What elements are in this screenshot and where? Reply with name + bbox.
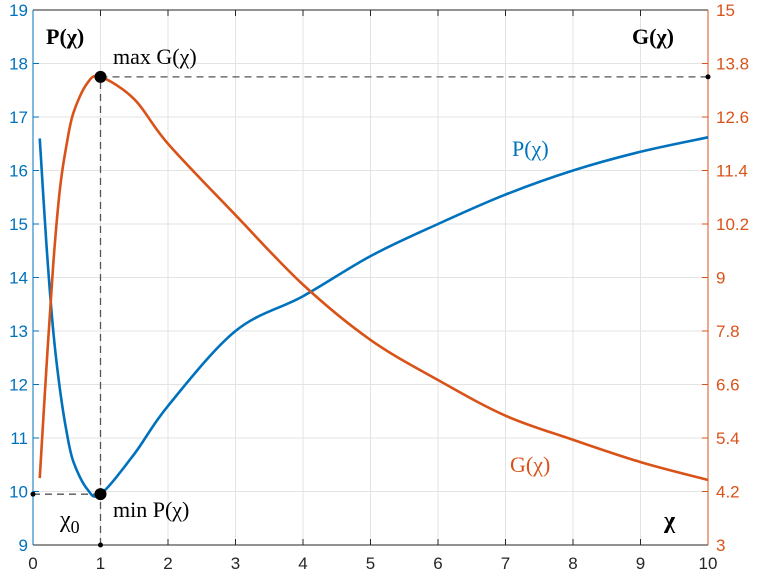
x-tick-label: 3 <box>231 554 240 573</box>
y-left-tick-label: 9 <box>19 536 28 555</box>
y-left-tick-label: 15 <box>9 215 28 234</box>
ticks: 0 1 2 3 4 5 6 7 8 9 109 310 4.211 5.412 6.613 7.814 915 1… <box>9 1 749 573</box>
min-axis-dot <box>30 491 36 497</box>
x0-axis-dot <box>98 542 103 548</box>
y-right-tick-label: 5.4 <box>716 429 740 448</box>
y-right-tick-label: 6.6 <box>716 376 740 395</box>
g-curve-label: G(χ) <box>510 452 550 477</box>
y-left-tick-label: 10 <box>9 483 28 502</box>
y-right-tick-label: 13.8 <box>716 55 749 74</box>
x-tick-label: 6 <box>433 554 442 573</box>
y-left-tick-label: 13 <box>9 322 28 341</box>
grid <box>32 9 709 546</box>
y-left-tick-label: 17 <box>9 108 28 127</box>
y-right-tick-label: 11.4 <box>716 162 748 181</box>
y-right-tick-label: 7.8 <box>716 322 740 341</box>
y-left-tick-label: 18 <box>9 55 28 74</box>
left-axis-label: P(χ) <box>46 24 84 49</box>
curves <box>38 74 709 498</box>
x-tick-label: 5 <box>366 554 375 573</box>
x-tick-label: 2 <box>163 554 172 573</box>
annotations <box>30 70 711 548</box>
y-right-tick-label: 3 <box>716 536 725 555</box>
right-axis-label: G(χ) <box>632 24 674 49</box>
x-tick-label: 7 <box>501 554 510 573</box>
y-right-tick-label: 10.2 <box>716 215 749 234</box>
x-tick-label: 4 <box>298 554 307 573</box>
x-tick-label: 8 <box>568 554 577 573</box>
y-left-tick-label: 12 <box>9 376 28 395</box>
g-curve <box>38 74 709 482</box>
x-tick-label: 0 <box>28 554 37 573</box>
x-tick-label: 9 <box>636 554 645 573</box>
p-curve <box>38 136 709 498</box>
y-left-tick-label: 19 <box>9 1 28 20</box>
x-tick-label: 1 <box>96 554 105 573</box>
x-tick-label: 10 <box>699 554 718 573</box>
y-right-tick-label: 12.6 <box>716 108 749 127</box>
min-label: min P(χ) <box>113 497 189 522</box>
y-right-tick-label: 15 <box>716 1 735 20</box>
y-left-tick-label: 14 <box>9 269 28 288</box>
max-label: max G(χ) <box>113 44 197 69</box>
p-curve-label: P(χ) <box>512 136 549 161</box>
x0-label: χ0 <box>59 507 80 537</box>
y-right-tick-label: 9 <box>716 269 725 288</box>
min-point <box>94 488 107 501</box>
max-axis-dot <box>705 74 711 80</box>
max-point <box>94 70 107 83</box>
x0-symbol: χ <box>59 507 71 533</box>
y-left-tick-label: 16 <box>9 162 28 181</box>
x-axis-label: χ <box>663 508 676 534</box>
x0-subscript: 0 <box>71 517 80 537</box>
y-right-tick-label: 4.2 <box>716 483 740 502</box>
y-left-tick-label: 11 <box>10 429 28 448</box>
